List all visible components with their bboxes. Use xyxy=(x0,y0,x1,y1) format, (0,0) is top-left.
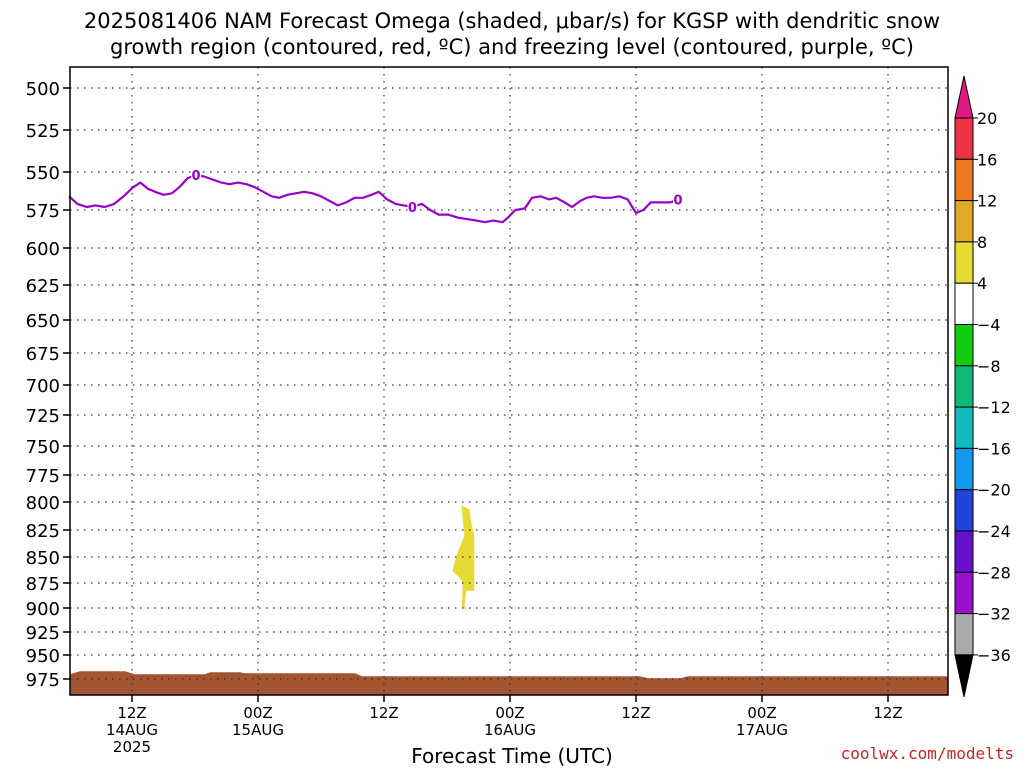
y-tick-label: 725 xyxy=(26,406,60,427)
x-tick-label: 12Z xyxy=(621,704,650,722)
y-tick-label: 775 xyxy=(26,466,60,487)
plot-frame xyxy=(69,66,949,696)
y-tick-label: 975 xyxy=(26,670,60,691)
colorbar-label: 12 xyxy=(977,192,997,211)
colorbar-label: −4 xyxy=(977,316,1001,335)
credit-link[interactable]: coolwx.com/modelts xyxy=(840,744,1014,763)
contour-label-bg xyxy=(673,191,683,207)
colorbar-label: −24 xyxy=(977,522,1011,541)
x-tick-label: 16AUG xyxy=(484,721,536,739)
colorbar-bin xyxy=(954,200,974,243)
colorbar-label: 16 xyxy=(977,150,997,169)
y-tick-label: 900 xyxy=(26,599,60,620)
y-tick-label: 500 xyxy=(26,79,60,100)
colorbar-bin xyxy=(954,117,974,160)
y-tick-label: 700 xyxy=(26,376,60,397)
y-tick-label: 950 xyxy=(26,646,60,667)
x-tick-label: 12Z xyxy=(873,704,902,722)
colorbar-label: −16 xyxy=(977,439,1011,458)
freezing-level-line xyxy=(68,173,679,224)
colorbar-label: −8 xyxy=(977,357,1001,376)
x-tick-label: 00Z xyxy=(747,704,776,722)
y-tick-label: 600 xyxy=(26,239,60,260)
y-tick-label: 850 xyxy=(26,548,60,569)
colorbar-bin xyxy=(954,365,974,408)
colorbar-bin xyxy=(954,324,974,367)
x-tick-label: 14AUG xyxy=(106,721,158,739)
x-tick-label: 15AUG xyxy=(232,721,284,739)
contour-label-bg xyxy=(191,167,202,183)
colorbar-bin xyxy=(954,447,974,491)
y-tick-label: 800 xyxy=(26,493,60,514)
y-tick-label: 925 xyxy=(26,623,60,644)
x-tick-label: 17AUG xyxy=(736,721,788,739)
below-ground-terrain xyxy=(70,671,948,695)
y-tick-label: 875 xyxy=(26,574,60,595)
colorbar-bin xyxy=(954,158,974,202)
freezing-level-label: 0 xyxy=(408,201,417,216)
y-tick-label: 750 xyxy=(26,437,60,458)
colorbar-label: −32 xyxy=(977,605,1011,624)
y-tick-label: 825 xyxy=(26,521,60,542)
x-tick-label: 12Z xyxy=(117,704,146,722)
colorbar-min-arrow xyxy=(954,654,974,698)
omega-shaded-area xyxy=(452,505,475,611)
y-tick-label: 675 xyxy=(26,344,60,365)
colorbar-bin xyxy=(954,530,974,573)
contour-label-bg xyxy=(407,198,418,214)
y-tick-label: 650 xyxy=(26,311,60,332)
colorbar-bin xyxy=(954,571,974,615)
chart-title-line1: 2025081406 NAM Forecast Omega (shaded, μ… xyxy=(83,9,941,33)
colorbar-label: −28 xyxy=(977,563,1011,582)
x-axis-title: Forecast Time (UTC) xyxy=(411,744,613,768)
colorbar-label: 20 xyxy=(977,109,997,128)
x-tick-label: 00Z xyxy=(495,704,524,722)
colorbar-label: −36 xyxy=(977,646,1011,665)
colorbar-bin xyxy=(954,489,974,532)
chart-title-line2: growth region (contoured, red, ºC) and f… xyxy=(110,35,914,59)
x-tick-label: 12Z xyxy=(369,704,398,722)
y-tick-label: 625 xyxy=(26,276,60,297)
y-tick-label: 575 xyxy=(26,201,60,222)
colorbar-bin xyxy=(954,613,974,656)
colorbar-bin xyxy=(954,241,974,284)
freezing-level-label: 0 xyxy=(673,193,682,208)
y-tick-label: 550 xyxy=(26,163,60,184)
colorbar-label: −12 xyxy=(977,398,1011,417)
y-tick-label: 525 xyxy=(26,121,60,142)
x-tick-label: 00Z xyxy=(243,704,272,722)
colorbar-label: −20 xyxy=(977,481,1011,500)
colorbar-max-arrow xyxy=(954,75,974,119)
x-tick-label: 2025 xyxy=(113,738,151,756)
colorbar-label: 8 xyxy=(977,233,987,252)
colorbar-bin xyxy=(954,282,974,326)
colorbar-bin xyxy=(954,406,974,449)
colorbar-label: 4 xyxy=(977,274,987,293)
freezing-level-label: 0 xyxy=(192,169,201,184)
